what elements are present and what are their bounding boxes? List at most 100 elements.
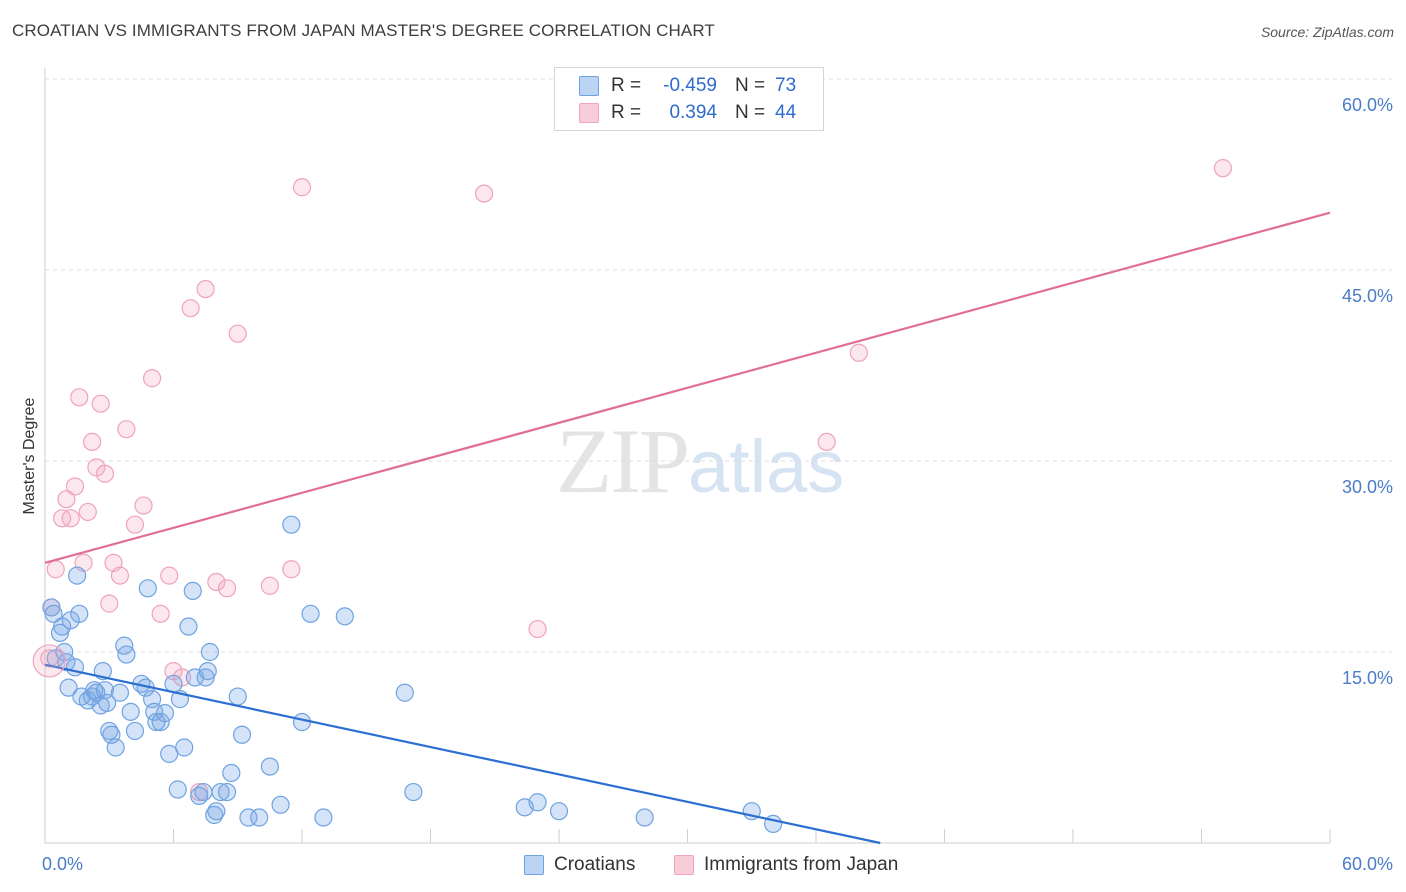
point-japan-33 — [292, 178, 312, 197]
point-japan-35 — [528, 619, 547, 639]
point-japan-37 — [849, 343, 868, 362]
bottom-legend-japan: Immigrants from Japan — [674, 852, 898, 878]
x-tick-label-0: 0.0% — [42, 854, 83, 874]
x-tick-label-1: 60.0% — [1342, 854, 1393, 874]
y-axis-label: Master's Degree — [21, 397, 38, 514]
point-croatians-7 — [59, 678, 78, 697]
y-tick-label-1: 30.0% — [1342, 477, 1393, 497]
point-japan-21 — [151, 604, 170, 623]
point-japan-12 — [91, 394, 110, 413]
point-croatians-67 — [404, 782, 423, 802]
y-tick-label-3: 60.0% — [1342, 95, 1393, 115]
bottom-legend-swatch-japan — [674, 855, 694, 875]
bottom-legend-label-japan: Immigrants from Japan — [704, 854, 899, 875]
point-croatians-41 — [175, 738, 194, 757]
bottom-legend-swatch-croatians — [524, 855, 544, 875]
point-croatians-52 — [211, 782, 230, 802]
point-croatians-51 — [207, 802, 226, 821]
point-croatians-23 — [106, 738, 125, 757]
legend-n-value-japan: 44 — [775, 102, 797, 123]
point-croatians-15 — [85, 681, 104, 700]
legend-n-value-croatians: 73 — [775, 75, 797, 96]
legend-r-label: R = — [611, 102, 642, 123]
point-croatians-42 — [179, 617, 198, 636]
point-japan-26 — [190, 782, 209, 802]
point-japan-16 — [110, 566, 130, 585]
point-croatians-36 — [155, 704, 175, 723]
point-croatians-46 — [194, 782, 213, 802]
legend-row-japan: R = 0.394 N = 44 — [579, 100, 796, 126]
point-croatians-24 — [110, 683, 130, 702]
point-japan-38 — [1213, 159, 1233, 178]
point-croatians-49 — [200, 642, 220, 662]
legend-swatch-croatians — [579, 76, 599, 96]
y-tick-label-2: 45.0% — [1342, 286, 1393, 306]
point-japan-31 — [260, 576, 279, 595]
point-japan-5 — [61, 509, 80, 528]
bottom-legend-label-croatians: Croatians — [554, 854, 636, 875]
point-croatians-31 — [138, 579, 157, 598]
source-label: Source: ZipAtlas.com — [1260, 24, 1394, 40]
point-japan-32 — [282, 560, 301, 579]
point-croatians-60 — [271, 795, 290, 814]
point-japan-9 — [78, 502, 97, 522]
trendline-croatians — [44, 663, 881, 845]
point-croatians-59 — [260, 757, 279, 776]
point-croatians-43 — [183, 581, 202, 600]
point-croatians-71 — [635, 808, 654, 827]
y-tick-label-0: 15.0% — [1342, 668, 1393, 688]
correlation-legend: R = -0.459 N = 73 R = 0.394 N = 44 — [554, 67, 824, 131]
point-japan-17 — [117, 420, 136, 439]
point-japan-34 — [474, 184, 494, 203]
point-croatians-69 — [528, 793, 547, 812]
point-croatians-63 — [301, 604, 320, 623]
point-croatians-64 — [314, 808, 333, 827]
legend-n-label: N = — [735, 75, 766, 96]
point-japan-25 — [181, 299, 200, 318]
point-croatians-26 — [117, 645, 136, 664]
point-croatians-20 — [98, 693, 117, 713]
point-japan-19 — [134, 496, 153, 515]
point-japan-20 — [142, 369, 162, 388]
point-croatians-61 — [282, 515, 301, 534]
point-croatians-58 — [250, 808, 269, 827]
point-croatians-65 — [335, 607, 354, 626]
point-japan-22 — [160, 566, 179, 585]
point-croatians-10 — [68, 566, 87, 585]
point-croatians-27 — [121, 702, 140, 721]
point-croatians-62 — [292, 712, 312, 732]
cluster-marker-japan — [32, 644, 66, 678]
legend-swatch-japan — [579, 103, 599, 123]
point-japan-18 — [125, 515, 145, 534]
point-croatians-11 — [70, 604, 89, 623]
legend-row-croatians: R = -0.459 N = 73 — [579, 73, 796, 99]
point-croatians-1 — [44, 604, 63, 623]
point-japan-4 — [57, 490, 76, 509]
point-croatians-66 — [395, 683, 414, 702]
point-japan-2 — [46, 560, 65, 579]
point-japan-28 — [207, 572, 226, 592]
point-japan-30 — [228, 324, 247, 343]
point-croatians-53 — [217, 782, 237, 802]
point-japan-36 — [817, 432, 836, 451]
point-croatians-6 — [57, 653, 76, 672]
legend-r-value-croatians: -0.459 — [663, 75, 717, 96]
point-japan-29 — [217, 579, 237, 598]
point-croatians-35 — [151, 712, 170, 732]
chart-title: CROATIAN VS IMMIGRANTS FROM JAPAN MASTER… — [12, 21, 715, 40]
point-japan-7 — [70, 388, 89, 407]
point-croatians-57 — [239, 808, 258, 827]
point-croatians-55 — [228, 687, 247, 706]
bottom-legend-croatians: Croatians — [524, 852, 635, 878]
point-croatians-70 — [549, 802, 569, 821]
point-croatians-28 — [125, 721, 145, 741]
point-japan-10 — [83, 432, 102, 451]
point-japan-14 — [100, 594, 119, 613]
point-croatians-56 — [232, 725, 252, 744]
legend-n-label: N = — [735, 102, 766, 123]
legend-r-value-japan: 0.394 — [669, 102, 717, 123]
point-croatians-48 — [198, 661, 217, 681]
point-japan-6 — [65, 477, 85, 496]
trendline-japan — [44, 211, 1331, 564]
